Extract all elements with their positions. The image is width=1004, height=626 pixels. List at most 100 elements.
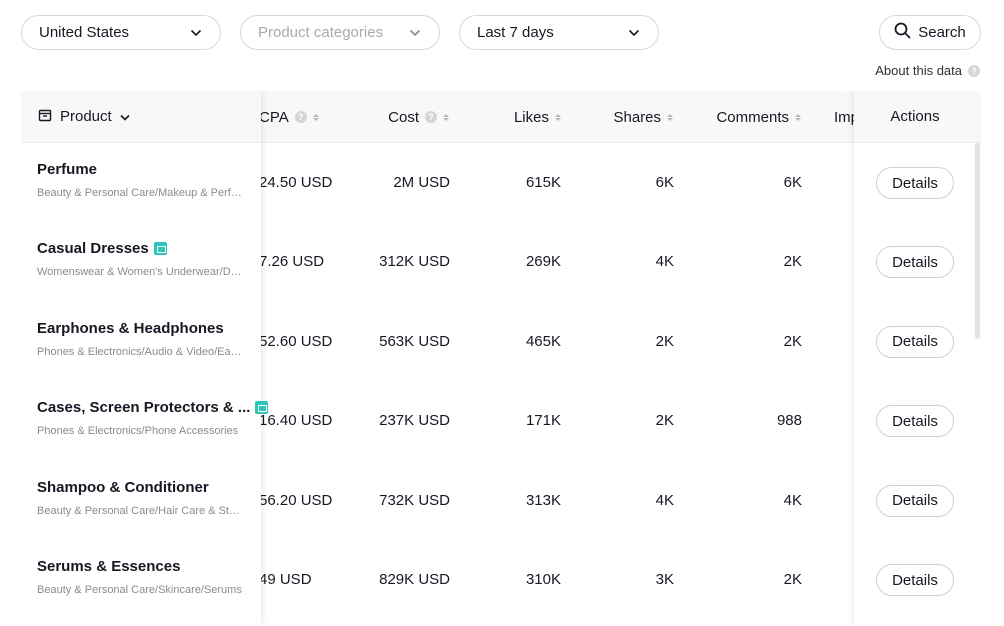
product-name[interactable]: Cases, Screen Protectors & ...: [37, 399, 269, 417]
product-category: Phones & Electronics/Audio & Video/Earph…: [37, 345, 243, 358]
search-button-label: Search: [918, 24, 966, 41]
table-row: 49 USD 829K USD 310K 3K 2K: [21, 540, 981, 619]
table-row: 24.50 USD 2M USD 615K 6K 6K: [21, 143, 981, 222]
cpa-cell: 56.20 USD: [259, 491, 333, 509]
cost-cell: 732K USD: [379, 491, 450, 509]
search-button[interactable]: Search: [879, 15, 981, 50]
cost-cell: 237K USD: [379, 412, 450, 430]
comments-cell: 4K: [783, 491, 802, 509]
shares-cell: 2K: [655, 412, 674, 430]
likes-cell: 269K: [525, 253, 561, 271]
shares-cell: 4K: [655, 253, 674, 271]
product-name-text: Perfume: [37, 161, 98, 178]
table-row: 56.20 USD 732K USD 313K 4K 4K: [21, 461, 981, 540]
details-button[interactable]: Details: [876, 564, 954, 596]
product-name[interactable]: Serums & Essences: [37, 558, 180, 575]
chevron-down-icon: [120, 108, 130, 125]
product-name-text: Shampoo & Conditioner: [37, 478, 209, 496]
column-label: Imp: [834, 108, 860, 126]
cpa-cell: 24.50 USD: [259, 174, 333, 191]
question-icon: ?: [968, 64, 980, 77]
product-category: Beauty & Personal Care/Hair Care & Styli…: [37, 504, 243, 517]
details-button[interactable]: Details: [876, 167, 954, 199]
about-this-data-label: About this data: [875, 63, 962, 78]
product-category: Phones & Electronics/Phone Accessories: [37, 425, 239, 438]
chevron-down-icon: [190, 27, 202, 39]
product-name[interactable]: Earphones & Headphones: [37, 320, 224, 337]
cpa-cell: 7.26 USD: [259, 253, 325, 271]
product-box-icon: [38, 108, 52, 126]
column-header-product[interactable]: Product: [21, 91, 261, 143]
info-icon: ?: [294, 111, 307, 123]
details-button[interactable]: Details: [876, 484, 954, 517]
cpa-cell: 49 USD: [259, 571, 312, 588]
column-header-shares[interactable]: Shares: [591, 91, 673, 143]
cost-cell: 563K USD: [379, 332, 450, 350]
column-header-cost[interactable]: Cost ?: [361, 91, 449, 143]
product-name-text: Casual Dresses: [37, 240, 149, 258]
sort-icon: [443, 113, 449, 121]
column-label: Cost: [388, 108, 419, 126]
column-label: Likes: [513, 108, 549, 126]
shares-cell: 6K: [655, 174, 674, 191]
table-row: 7.26 USD 312K USD 269K 4K 2K: [21, 222, 981, 301]
table-row: 16.40 USD 237K USD 171K 2K 988: [21, 381, 981, 460]
date-range-select[interactable]: Last 7 days: [459, 15, 659, 50]
shares-cell: 2K: [655, 332, 674, 350]
product-category: Womenswear & Women's Underwear/Dresses: [37, 266, 243, 279]
details-button[interactable]: Details: [876, 325, 954, 358]
country-select[interactable]: United States: [21, 15, 221, 50]
product-name[interactable]: Perfume: [37, 161, 97, 178]
likes-cell: 313K: [525, 491, 561, 509]
comments-cell: 2K: [783, 571, 802, 588]
date-range-value: Last 7 days: [477, 24, 554, 41]
product-name-text: Cases, Screen Protectors & ...: [37, 399, 251, 417]
sort-icon: [795, 113, 801, 121]
column-label: Actions: [890, 108, 940, 125]
column-header-impressions[interactable]: Imp: [834, 91, 894, 143]
category-select-placeholder: Product categories: [258, 24, 384, 41]
chevron-down-icon: [409, 27, 421, 39]
about-this-data[interactable]: About this data ?: [875, 63, 980, 78]
cost-cell: 312K USD: [379, 253, 450, 271]
details-button[interactable]: Details: [876, 405, 954, 438]
product-column: Product Perfume Beauty & Personal Care/Ma…: [21, 91, 269, 626]
sort-icon: [667, 113, 673, 121]
column-header-likes[interactable]: Likes: [481, 91, 561, 143]
column-label: Comments: [716, 108, 789, 126]
likes-cell: 171K: [525, 412, 561, 430]
comments-cell: 6K: [783, 174, 802, 191]
product-name[interactable]: Shampoo & Conditioner: [37, 479, 209, 496]
cost-cell: 2M USD: [393, 174, 450, 191]
comments-cell: 2K: [783, 253, 802, 271]
details-button[interactable]: Details: [876, 246, 954, 279]
info-icon: ?: [425, 111, 437, 123]
column-header-cpa[interactable]: CPA ?: [259, 91, 349, 143]
cpa-cell: 16.40 USD: [259, 412, 333, 430]
comments-cell: 2K: [783, 332, 802, 350]
search-icon: [894, 22, 911, 43]
actions-column: Actions Details Details Details Details Deta…: [854, 91, 981, 626]
cost-cell: 829K USD: [379, 571, 450, 588]
cpa-cell: 52.60 USD: [259, 332, 333, 350]
shares-cell: 3K: [655, 571, 674, 588]
table-row: 52.60 USD 563K USD 465K 2K 2K: [21, 302, 981, 381]
column-label: Shares: [613, 108, 661, 126]
image-badge-icon: [153, 242, 167, 256]
sort-icon: [312, 113, 319, 121]
vertical-scrollbar[interactable]: [975, 143, 980, 339]
column-header-actions: Actions: [854, 91, 981, 143]
product-category: Beauty & Personal Care/Makeup & Perfume: [37, 187, 243, 199]
likes-cell: 465K: [525, 332, 561, 350]
column-header-comments[interactable]: Comments: [691, 91, 801, 143]
chevron-down-icon: [628, 27, 640, 39]
product-name-text: Serums & Essences: [37, 558, 181, 575]
product-name-text: Earphones & Headphones: [37, 319, 224, 337]
product-category: Beauty & Personal Care/Skincare/Serums: [37, 584, 242, 596]
product-name[interactable]: Casual Dresses: [37, 240, 167, 257]
likes-cell: 310K: [525, 571, 561, 588]
category-select[interactable]: Product categories: [240, 15, 440, 50]
sort-icon: [555, 113, 561, 121]
shares-cell: 4K: [655, 491, 674, 509]
image-badge-icon: [255, 401, 269, 415]
